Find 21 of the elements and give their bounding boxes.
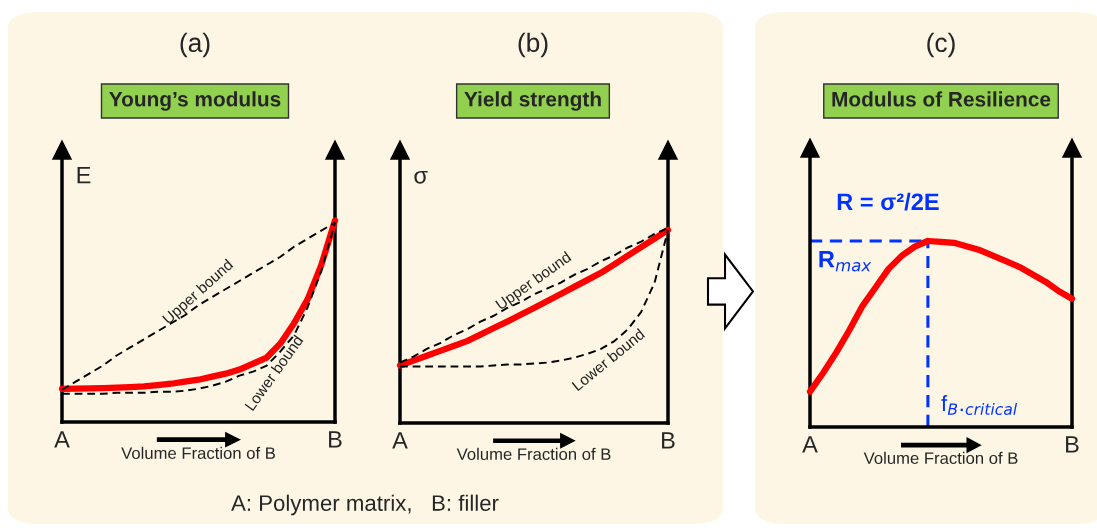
x-tick-label: A — [54, 431, 70, 448]
chart-subtitle: Young’s modulus — [109, 91, 281, 111]
x-tick-label: A — [392, 432, 408, 449]
x-axis-title: Volume Fraction of B — [456, 447, 611, 461]
x-tick-label: A — [802, 436, 818, 453]
y-axis-title: σ — [414, 170, 428, 184]
x-axis-title: Volume Fraction of B — [121, 446, 275, 460]
annotation: f$_{B}$.$_{critical}$ — [941, 395, 1018, 415]
x-tick-label: B — [329, 431, 342, 448]
chart-title: (c) — [927, 32, 955, 58]
chart-subtitle: Modulus of Resilience — [832, 91, 1051, 107]
chart-subtitle: Yield strength — [464, 91, 601, 111]
x-axis-title: Volume Fraction of B — [863, 451, 1018, 465]
chart-title: (b) — [518, 32, 548, 58]
ref-line-label: R$_{max}$ — [819, 251, 872, 272]
text: A: Polymer matrix, B: filler — [231, 494, 499, 516]
x-tick-label: B — [662, 432, 675, 449]
x-tick-label: B — [1066, 436, 1079, 453]
text: R = σ²/2E — [837, 192, 939, 211]
chart-title: (a) — [180, 32, 210, 58]
y-axis-title: E — [77, 167, 91, 184]
